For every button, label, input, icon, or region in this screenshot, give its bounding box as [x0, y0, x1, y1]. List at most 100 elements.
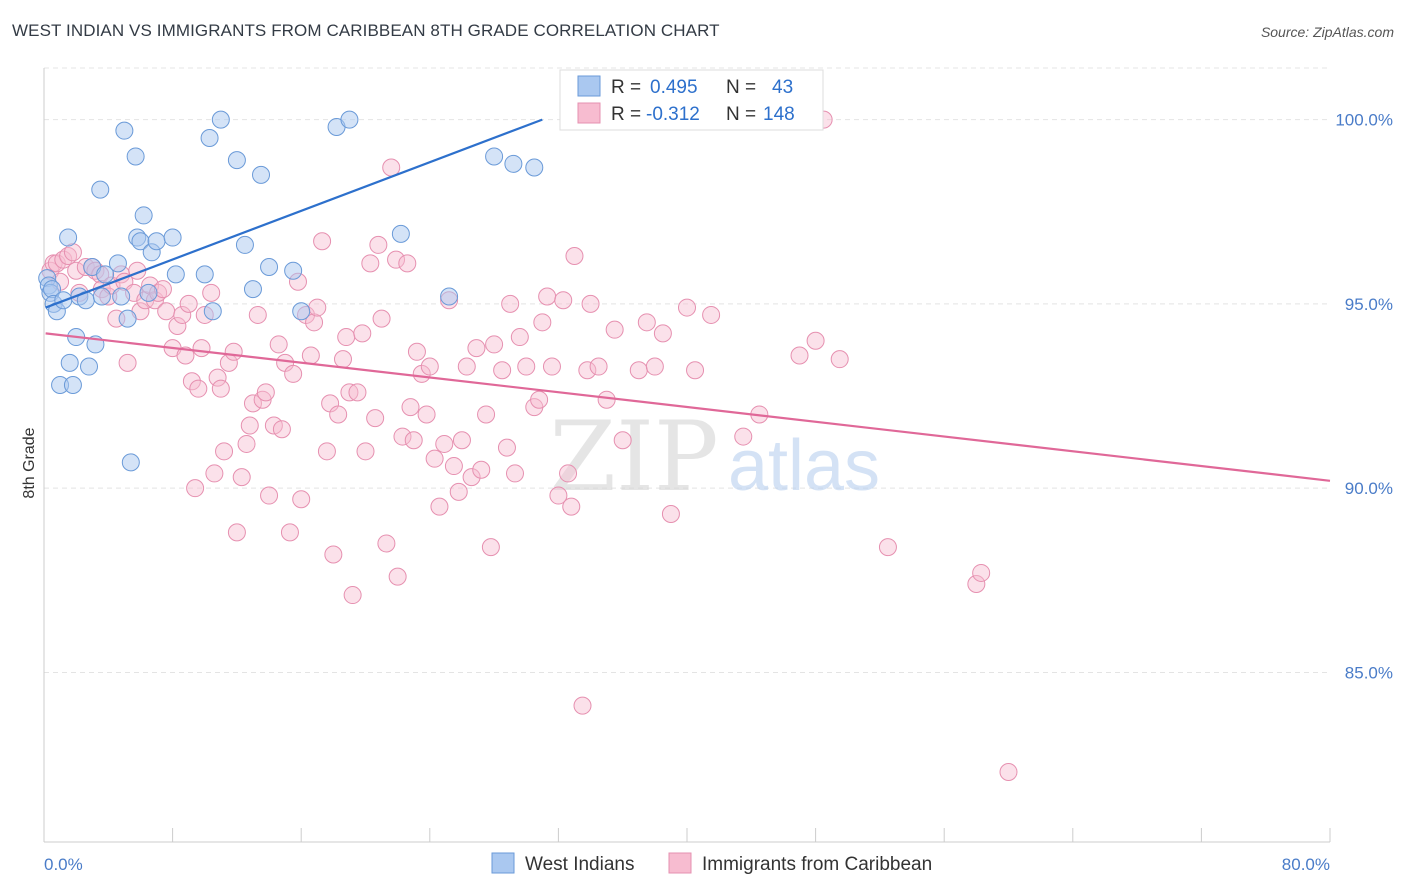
caribbean-point	[629, 361, 648, 380]
x-tick-label: 80.0%	[1282, 855, 1330, 874]
caribbean-point	[972, 563, 991, 582]
west-indians-point	[91, 180, 110, 199]
caribbean-point	[227, 523, 246, 542]
west-indians-point	[243, 280, 262, 299]
caribbean-point	[118, 353, 137, 372]
caribbean-point	[999, 762, 1018, 781]
caribbean-point	[538, 287, 557, 306]
caribbean-point	[497, 438, 516, 457]
caribbean-point	[510, 328, 529, 347]
caribbean-point	[559, 464, 578, 483]
source-credit: Source: ZipAtlas.com	[1260, 24, 1394, 40]
legend-west-n-label: N =	[726, 77, 756, 98]
caribbean-point	[457, 357, 476, 376]
caribbean-point	[562, 497, 581, 516]
caribbean-point	[388, 567, 407, 586]
caribbean-point	[292, 490, 311, 509]
caribbean-point	[485, 335, 504, 354]
caribbean-point	[661, 504, 680, 523]
legend-caribbean-r-value: -0.312	[646, 104, 700, 125]
caribbean-point	[232, 468, 251, 487]
caribbean-point	[343, 586, 362, 605]
caribbean-point	[308, 298, 327, 317]
watermark-atlas: atlas	[728, 426, 880, 506]
caribbean-point	[653, 324, 672, 343]
caribbean-point	[613, 431, 632, 450]
west-indians-point	[195, 265, 214, 284]
watermark: ZIP atlas	[549, 401, 880, 513]
caribbean-point	[530, 390, 549, 409]
caribbean-point	[189, 379, 208, 398]
west-indians-point	[92, 287, 111, 306]
caribbean-point	[806, 331, 825, 350]
y-tick-label: 100.0%	[1335, 111, 1393, 130]
caribbean-point	[878, 538, 897, 557]
caribbean-point	[182, 372, 201, 391]
caribbean-point	[578, 361, 597, 380]
caribbean-point	[301, 346, 320, 365]
caribbean-point	[179, 294, 198, 313]
caribbean-point	[573, 696, 592, 715]
legend-stats: R = 0.495 N = 43 R = -0.312 N = 148	[559, 69, 824, 131]
chart-title: WEST INDIAN VS IMMIGRANTS FROM CARIBBEAN…	[12, 21, 720, 40]
caribbean-point	[462, 468, 481, 487]
caribbean-point	[269, 335, 288, 354]
caribbean-point	[542, 357, 561, 376]
caribbean-point	[597, 390, 616, 409]
caribbean-point	[420, 357, 439, 376]
legend-bottom-caribbean-label: Immigrants from Caribbean	[702, 854, 932, 875]
caribbean-point	[452, 431, 471, 450]
caribbean-point	[404, 431, 423, 450]
west-indians-trend-line	[45, 118, 543, 309]
caribbean-point	[505, 464, 524, 483]
caribbean-point	[317, 442, 336, 461]
west-indians-point	[118, 309, 137, 328]
caribbean-point	[361, 254, 380, 273]
caribbean-point	[157, 302, 176, 321]
axes	[43, 68, 1331, 843]
west-indians-point	[340, 110, 359, 129]
caribbean-point	[407, 342, 426, 361]
west-indians-point	[211, 110, 230, 129]
caribbean-point	[372, 309, 391, 328]
caribbean-point	[481, 538, 500, 557]
west-indians-point	[440, 287, 459, 306]
trend-lines	[45, 118, 1331, 482]
caribbean-point	[589, 357, 608, 376]
caribbean-point	[211, 379, 230, 398]
west-indians-point	[60, 353, 79, 372]
west-indians-point	[112, 287, 131, 306]
caribbean-point	[205, 464, 224, 483]
caribbean-point	[305, 313, 324, 332]
caribbean-point	[387, 250, 406, 269]
caribbean-point	[605, 320, 624, 339]
caribbean-point	[260, 486, 279, 505]
west-indians-point	[504, 154, 523, 173]
legend-west-n-value: 43	[772, 77, 793, 98]
caribbean-point	[377, 534, 396, 553]
caribbean-point	[493, 361, 512, 380]
west-indians-point	[96, 265, 115, 284]
caribbean-point	[284, 364, 303, 383]
caribbean-point	[237, 434, 256, 453]
west-indians-point	[63, 375, 82, 394]
y-tick-label: 85.0%	[1345, 663, 1393, 682]
y-axis-title: 8th Grade	[21, 427, 38, 498]
west-indians-point	[260, 258, 279, 277]
caribbean-trend-line	[45, 332, 1331, 482]
caribbean-point	[554, 291, 573, 310]
caribbean-point	[353, 324, 372, 343]
west-indians-point	[134, 206, 153, 225]
caribbean-point	[734, 427, 753, 446]
caribbean-point	[565, 246, 584, 265]
west-indians-point	[147, 232, 166, 251]
caribbean-point	[417, 405, 436, 424]
caribbean-point	[678, 298, 696, 317]
caribbean-point	[243, 394, 262, 413]
caribbean-point	[581, 294, 600, 313]
west-indians-points	[38, 110, 544, 472]
caribbean-point	[477, 405, 496, 424]
caribbean-point	[637, 313, 656, 332]
caribbean-point	[272, 420, 291, 439]
caribbean-point	[192, 339, 211, 358]
